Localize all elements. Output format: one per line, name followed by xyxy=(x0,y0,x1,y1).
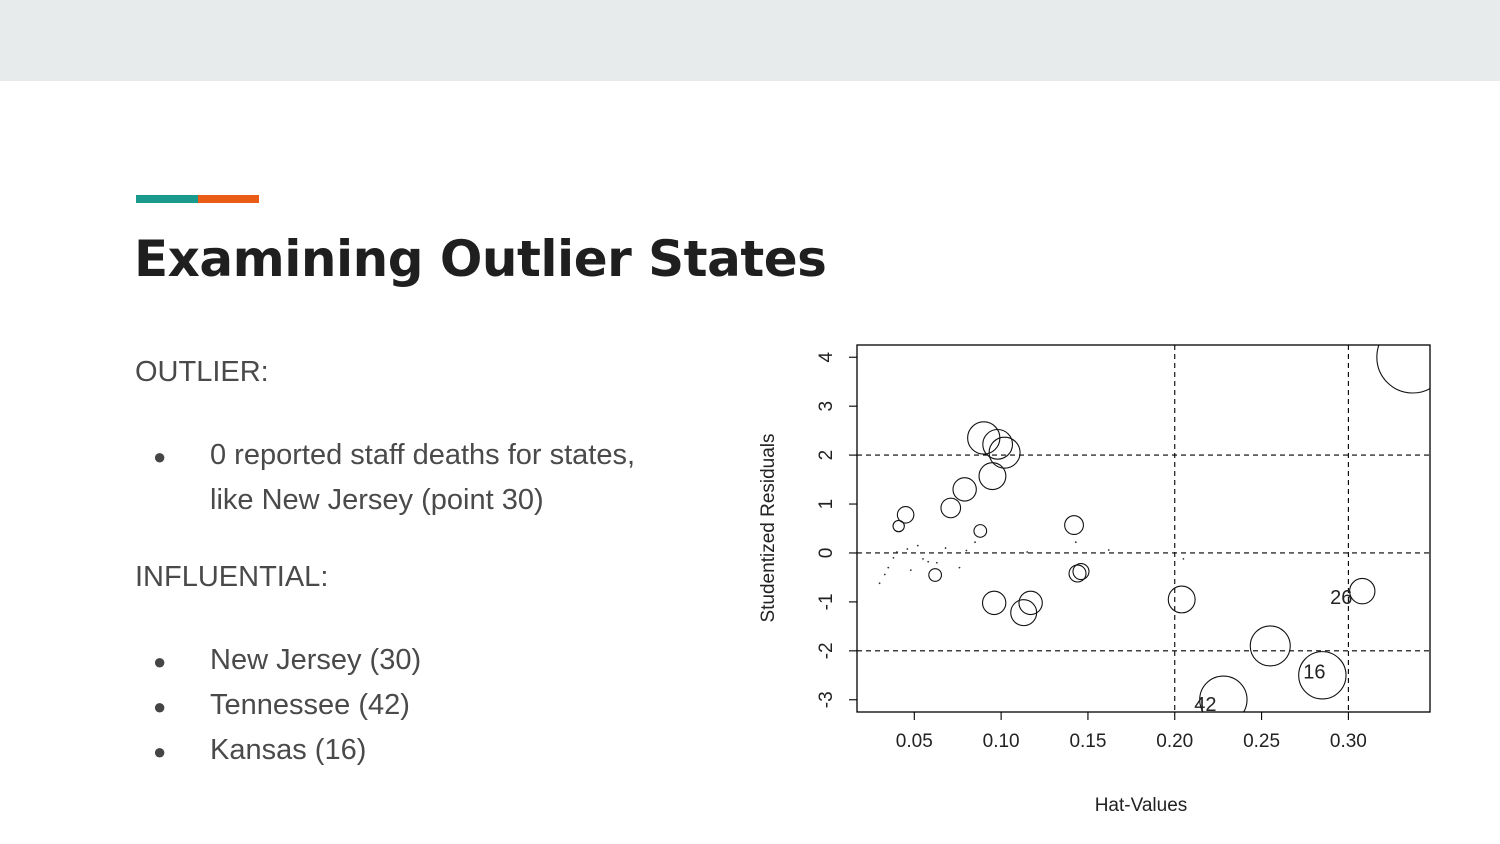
y-tick-label: 0 xyxy=(816,548,837,559)
x-axis-label: Hat-Values xyxy=(1095,795,1188,816)
outlier-bullet-glyph: ● xyxy=(153,444,167,469)
data-point xyxy=(1249,625,1291,667)
y-tick-label: 1 xyxy=(816,499,837,510)
slide-title: Examining Outlier States xyxy=(134,230,827,288)
point-label: 30 xyxy=(1374,330,1396,333)
influence-plot: 30421626 0.050.100.150.200.250.30-3-2-10… xyxy=(758,330,1431,816)
data-point xyxy=(928,568,943,582)
data-point xyxy=(909,569,912,571)
y-tick-label: -3 xyxy=(816,691,837,708)
point-label: 26 xyxy=(1330,587,1352,609)
data-point xyxy=(981,590,1007,616)
data-point xyxy=(958,566,961,569)
data-point xyxy=(922,557,924,560)
data-point xyxy=(927,560,930,563)
data-point xyxy=(1107,549,1110,551)
y-tick-label: -2 xyxy=(816,642,837,659)
data-point xyxy=(973,524,988,538)
influential-bullet-glyph: ● xyxy=(153,739,167,764)
data-point xyxy=(940,497,962,519)
data-point xyxy=(1018,590,1043,616)
outlier-bullet-line2: like New Jersey (point 30) xyxy=(210,484,544,516)
influential-bullet-glyph: ● xyxy=(153,649,167,674)
data-point xyxy=(892,556,895,559)
y-axis-label: Studentized Residuals xyxy=(758,433,779,622)
data-point xyxy=(896,506,915,524)
x-tick-label: 0.05 xyxy=(896,731,933,752)
x-tick-label: 0.20 xyxy=(1156,731,1193,752)
data-point xyxy=(988,436,1021,469)
outlier-heading: OUTLIER: xyxy=(135,356,269,388)
plot-frame xyxy=(856,344,1431,713)
title-accent-orange xyxy=(198,195,259,203)
data-point xyxy=(896,551,898,553)
data-point xyxy=(1074,541,1077,544)
data-point xyxy=(1349,577,1376,605)
x-tick-label: 0.10 xyxy=(983,731,1020,752)
data-point xyxy=(906,548,909,550)
data-point xyxy=(1199,675,1248,712)
y-tick-label: 3 xyxy=(816,401,837,412)
influential-heading: INFLUENTIAL: xyxy=(135,561,329,593)
data-point xyxy=(1182,557,1185,560)
data-point xyxy=(974,541,976,544)
data-point xyxy=(965,549,968,552)
influential-item: New Jersey (30) xyxy=(210,644,422,676)
influential-item: Kansas (16) xyxy=(210,734,367,766)
data-point xyxy=(916,544,919,547)
x-tick-label: 0.30 xyxy=(1330,731,1367,752)
top-bar xyxy=(0,0,1500,81)
data-point xyxy=(1026,551,1029,553)
data-point xyxy=(1298,651,1347,700)
x-tick-label: 0.25 xyxy=(1243,731,1280,752)
data-point xyxy=(982,428,1014,460)
data-point xyxy=(883,573,886,576)
y-tick-label: -1 xyxy=(816,593,837,610)
influential-item: Tennessee (42) xyxy=(210,689,410,721)
data-point xyxy=(978,462,1007,491)
outlier-bullet-line1: 0 reported staff deaths for states, xyxy=(210,439,636,471)
data-point xyxy=(1068,564,1087,583)
data-point xyxy=(1072,563,1090,581)
data-point xyxy=(1376,345,1430,394)
data-point xyxy=(1064,515,1084,536)
data-point xyxy=(935,561,938,564)
x-tick-label: 0.15 xyxy=(1069,731,1106,752)
y-tick-label: 4 xyxy=(816,352,837,363)
influential-bullet-glyph: ● xyxy=(153,694,167,719)
data-point xyxy=(1167,585,1196,614)
data-point xyxy=(878,582,881,585)
y-tick-label: 2 xyxy=(816,450,837,461)
data-point xyxy=(944,547,947,549)
data-point xyxy=(952,477,977,502)
data-point xyxy=(887,566,890,569)
point-label: 42 xyxy=(1194,694,1216,716)
title-accent-teal xyxy=(136,195,198,203)
data-point xyxy=(892,519,905,533)
point-label: 16 xyxy=(1303,661,1325,683)
